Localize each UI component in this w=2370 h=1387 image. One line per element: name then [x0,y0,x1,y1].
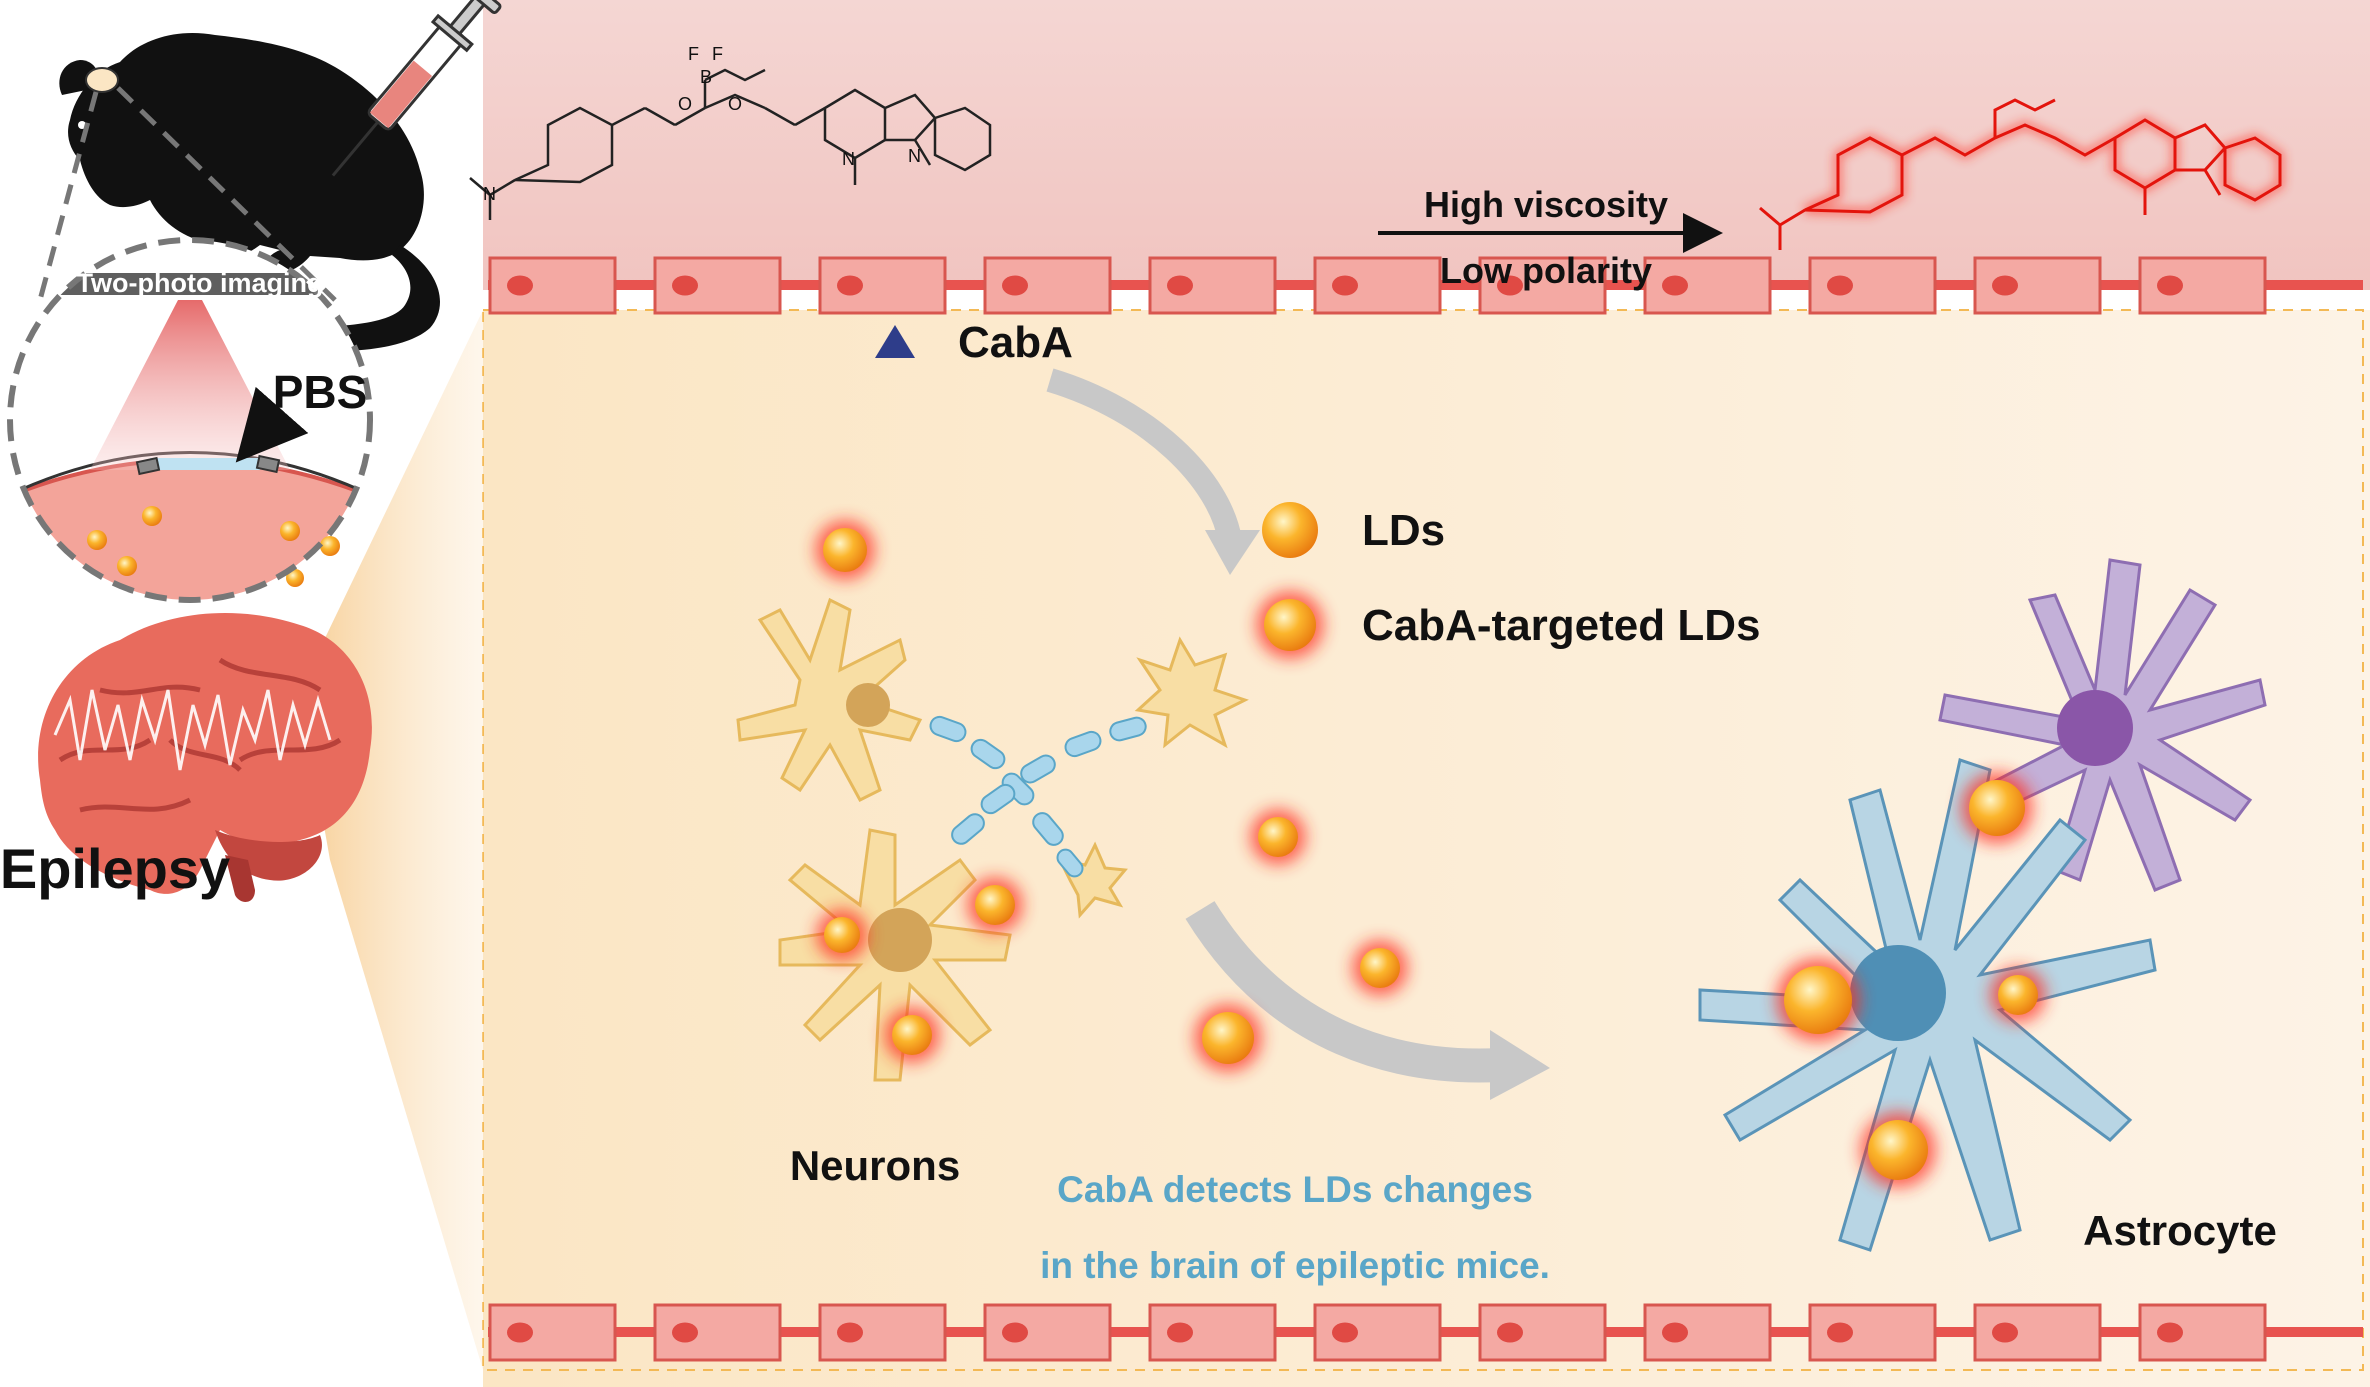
cell-nucleus [1002,275,1028,296]
cell-nucleus [1992,1322,2018,1343]
astrocyte-label: Astrocyte [2083,1207,2277,1254]
atom-n2: N [842,149,855,169]
cell-nucleus [1662,275,1688,296]
caba-targeted-ld [1202,1012,1254,1064]
cell-nucleus [1662,1322,1688,1343]
pbs-label: PBS [273,366,368,418]
cell-nucleus [1167,275,1193,296]
brain-illustration [38,613,372,902]
cell-nucleus [1167,1322,1193,1343]
blood-vessel-region [483,0,2370,290]
caba-targeted-ld [892,1015,932,1055]
ld-dot [117,556,137,576]
legend-ld-icon [1262,502,1318,558]
caba-targeted-ld [1360,948,1400,988]
neuron-main [778,828,1012,1082]
endothelial-cell [983,1303,1112,1362]
zoom-line-left [37,91,99,301]
cell-nucleus [1827,1322,1853,1343]
endothelial-cell [1478,1303,1607,1362]
caption-line1: CabA detects LDs changes [1057,1169,1533,1210]
cranial-window [85,67,119,93]
bbb-endothelial-row-top [488,256,2363,315]
caba-targeted-ld [1998,975,2038,1015]
atom-b: B [700,67,712,87]
cell-nucleus [837,275,863,296]
caption-line2: in the brain of epileptic mice. [1040,1245,1550,1286]
caba-targeted-ld [1868,1120,1928,1180]
cell-nucleus [1332,1322,1358,1343]
legend-lds: LDs [1362,506,1445,555]
caba-targeted-ld [975,885,1015,925]
atom-f2: F [712,44,723,64]
entry-arrow [1046,368,1242,543]
condition-bottom: Low polarity [1440,250,1652,291]
pbs-arrow [235,386,309,463]
cell-nucleus [1497,275,1523,296]
neuron-upper [736,597,923,802]
caba-label: CabA [958,318,1073,367]
atom-o1: O [678,94,692,114]
caba-targeted-ld [824,917,860,953]
caba-glowing-structure [1759,98,2285,250]
cell-nucleus [2157,1322,2183,1343]
ld-dot [142,506,162,526]
caba-targeted-ld [823,528,867,572]
ld-dot [87,530,107,550]
cell-nucleus [1827,275,1853,296]
ld-dot [320,536,340,556]
legend-caba-lds: CabA-targeted LDs [1362,601,1761,650]
cell-nucleus [672,275,698,296]
legend-caba-ld-icon [1264,599,1316,651]
cell-nucleus [837,1322,863,1343]
atom-n1: N [483,184,496,204]
epilepsy-label: Epilepsy [0,837,230,900]
cell-nucleus [1992,275,2018,296]
caba-targeted-ld [1258,817,1298,857]
zoom-cone [300,310,483,1370]
imaging-label: Two-photo imaging [77,268,324,298]
target-arrow [1185,901,1501,1083]
cell-nucleus [507,275,533,296]
cell-nucleus [507,1322,533,1343]
caba-targeted-ld [1969,780,2025,836]
cell-nucleus [1332,275,1358,296]
pbs-layer [150,458,260,470]
cell-nucleus [2157,275,2183,296]
ld-dot [286,569,304,587]
atom-o2: O [728,94,742,114]
axon-myelin [929,715,1147,878]
atom-f1: F [688,44,699,64]
bbb-endothelial-row-bottom [488,1303,2363,1362]
atom-n3: N [908,146,921,166]
cell-nucleus [672,1322,698,1343]
cell-nucleus [1497,1322,1523,1343]
syringe-icon [331,0,502,177]
condition-top: High viscosity [1424,184,1668,225]
cell-nucleus [1002,1322,1028,1343]
caba-targeted-ld [1784,966,1852,1034]
headplate-left [135,456,161,476]
caba-structure [469,68,992,220]
endothelial-cell [1148,256,1277,315]
ld-dot [280,521,300,541]
caba-marker-icon [875,325,915,358]
zoom-line-right [116,86,337,302]
neurons-label: Neurons [790,1142,960,1189]
